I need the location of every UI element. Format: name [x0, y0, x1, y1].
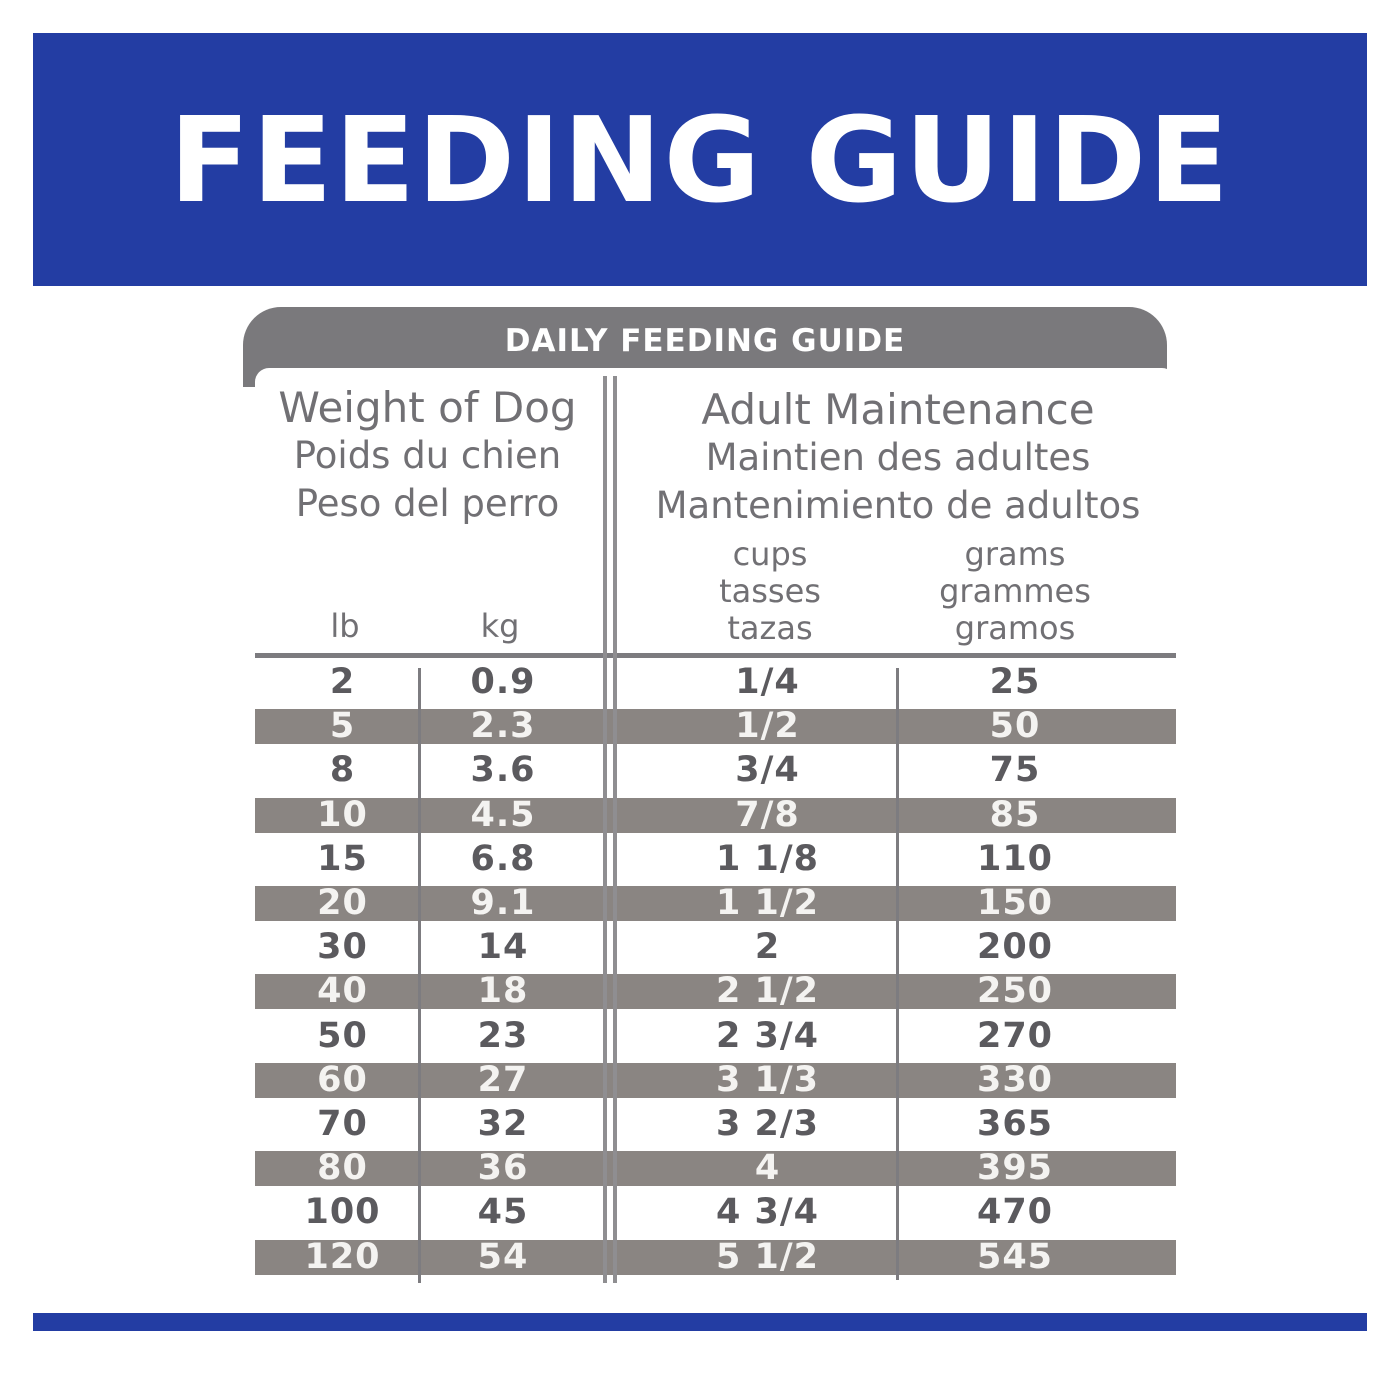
table-row: 2 0.9 1/4 25: [255, 665, 1176, 700]
cell-lb: 50: [317, 1016, 368, 1056]
cell-kg: 32: [477, 1104, 529, 1144]
table-row: 60 27 3 1/3 330: [255, 1063, 1176, 1098]
cell-lb: 30: [317, 927, 368, 967]
cell-grams: 330: [976, 1060, 1054, 1100]
unit-lb: lb: [330, 607, 360, 645]
cell-lb: 70: [317, 1104, 368, 1144]
cell-cups: 1 1/8: [715, 839, 820, 879]
column-divider-left: [603, 376, 607, 1283]
cell-kg: 2.3: [470, 706, 536, 746]
table-title: DAILY FEEDING GUIDE: [504, 323, 906, 359]
maintenance-sub-divider: [896, 668, 899, 1280]
cell-cups: 5 1/2: [715, 1237, 820, 1277]
bottom-bar: [33, 1313, 1367, 1331]
cell-kg: 36: [477, 1148, 529, 1188]
table-row: 5 2.3 1/2 50: [255, 709, 1176, 744]
table-row: 80 36 4 395: [255, 1151, 1176, 1186]
cell-cups: 7/8: [735, 795, 800, 835]
cell-lb: 100: [304, 1192, 381, 1232]
cell-grams: 25: [989, 662, 1041, 702]
weight-header-es: Peso del perro: [295, 482, 560, 525]
cell-kg: 9.1: [470, 883, 536, 923]
cell-lb: 10: [317, 795, 368, 835]
table-row: 40 18 2 1/2 250: [255, 974, 1176, 1009]
cell-cups: 3 2/3: [715, 1104, 820, 1144]
cell-cups: 4: [754, 1148, 781, 1188]
cell-grams: 75: [989, 750, 1041, 790]
maintenance-header-en: Adult Maintenance: [701, 385, 1095, 434]
maintenance-header-es: Mantenimiento de adultos: [655, 484, 1141, 527]
cell-lb: 8: [329, 750, 356, 790]
cell-grams: 395: [976, 1148, 1054, 1188]
cell-kg: 27: [477, 1060, 529, 1100]
table-row: 100 45 4 3/4 470: [255, 1195, 1176, 1230]
table-row: 70 32 3 2/3 365: [255, 1107, 1176, 1142]
cell-lb: 20: [317, 883, 368, 923]
maintenance-header-fr: Maintien des adultes: [705, 436, 1091, 479]
cell-kg: 14: [477, 927, 529, 967]
weight-sub-divider: [418, 668, 421, 1283]
cell-grams: 365: [976, 1104, 1054, 1144]
table-row: 10 4.5 7/8 85: [255, 798, 1176, 833]
cell-grams: 545: [976, 1237, 1054, 1277]
cell-cups: 3 1/3: [715, 1060, 820, 1100]
cell-cups: 1 1/2: [715, 883, 820, 923]
cell-kg: 45: [477, 1192, 529, 1232]
grams-header-en: grams: [964, 535, 1066, 573]
cell-grams: 110: [976, 839, 1054, 879]
cell-kg: 3.6: [470, 750, 536, 790]
cell-grams: 50: [989, 706, 1041, 746]
cell-cups: 1/2: [735, 706, 800, 746]
grams-header-es: gramos: [954, 609, 1076, 647]
table-row: 20 9.1 1 1/2 150: [255, 886, 1176, 921]
cell-grams: 85: [989, 795, 1041, 835]
cell-grams: 470: [976, 1192, 1054, 1232]
cell-kg: 4.5: [470, 795, 536, 835]
cups-header-en: cups: [732, 535, 808, 573]
cell-lb: 2: [329, 662, 356, 702]
cell-lb: 5: [329, 706, 356, 746]
cell-kg: 18: [477, 971, 529, 1011]
cell-grams: 250: [976, 971, 1054, 1011]
cell-kg: 54: [477, 1237, 529, 1277]
table-row: 50 23 2 3/4 270: [255, 1019, 1176, 1054]
cell-lb: 60: [317, 1060, 368, 1100]
cell-cups: 1/4: [735, 662, 800, 702]
cell-cups: 2: [754, 927, 781, 967]
cell-kg: 23: [477, 1016, 529, 1056]
cell-kg: 0.9: [470, 662, 536, 702]
cell-kg: 6.8: [470, 839, 536, 879]
table-row: 30 14 2 200: [255, 930, 1176, 965]
cell-cups: 2 3/4: [715, 1016, 820, 1056]
weight-header-en: Weight of Dog: [278, 383, 577, 432]
banner-title: FEEDING GUIDE: [169, 90, 1231, 229]
cell-cups: 4 3/4: [715, 1192, 820, 1232]
cell-lb: 40: [317, 971, 368, 1011]
header-rule: [255, 653, 1176, 658]
cell-cups: 2 1/2: [715, 971, 820, 1011]
cell-lb: 80: [317, 1148, 368, 1188]
grams-header-fr: grammes: [939, 572, 1091, 610]
weight-header-fr: Poids du chien: [293, 434, 562, 477]
cups-header-es: tazas: [727, 609, 813, 647]
table-row: 8 3.6 3/4 75: [255, 753, 1176, 788]
table-row: 120 54 5 1/2 545: [255, 1240, 1176, 1275]
unit-kg: kg: [480, 607, 520, 645]
cups-header-fr: tasses: [719, 572, 821, 610]
cell-grams: 200: [976, 927, 1054, 967]
cell-grams: 150: [976, 883, 1054, 923]
cell-grams: 270: [976, 1016, 1054, 1056]
cell-cups: 3/4: [735, 750, 800, 790]
feeding-guide-banner: FEEDING GUIDE: [33, 33, 1367, 286]
column-divider-right: [613, 376, 617, 1283]
cell-lb: 120: [304, 1237, 381, 1277]
table-row: 15 6.8 1 1/8 110: [255, 842, 1176, 877]
cell-lb: 15: [317, 839, 368, 879]
